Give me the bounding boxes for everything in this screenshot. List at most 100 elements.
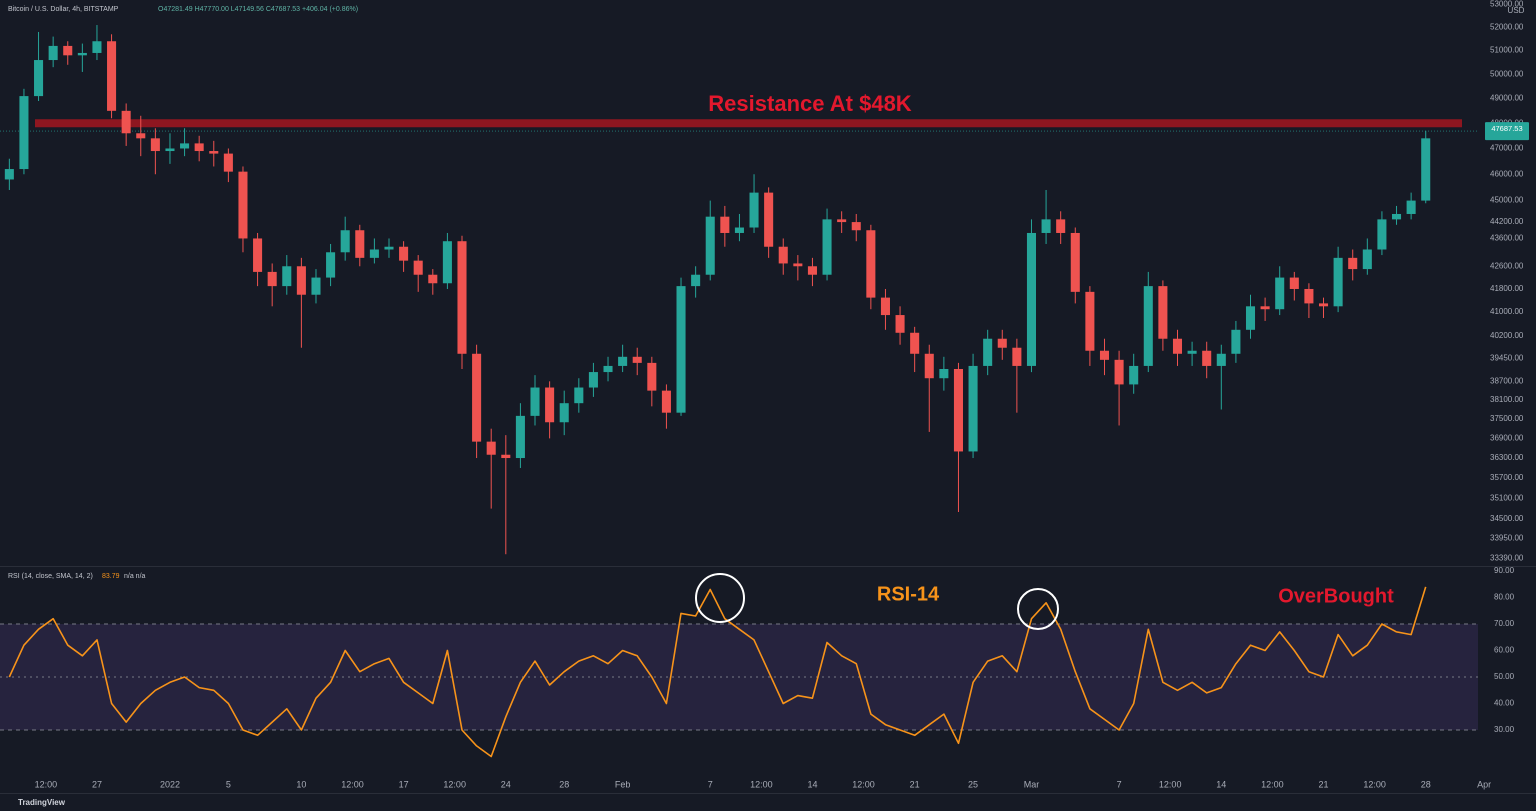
candle-body: [705, 216, 715, 275]
candle-body: [136, 133, 146, 139]
candle-body: [282, 266, 292, 287]
candle-body: [1099, 350, 1110, 360]
candle-body: [822, 219, 832, 275]
candle-body: [997, 338, 1007, 348]
candle-body: [1114, 359, 1124, 385]
candle-body: [618, 356, 628, 366]
rsi-tick-label: 50.00: [1494, 672, 1515, 681]
x-tick-label: 12:00: [443, 779, 466, 789]
x-tick-label: Apr: [1477, 779, 1491, 789]
y-tick-label: 36300.00: [1490, 453, 1524, 462]
candle-body: [1377, 219, 1387, 250]
resistance-band: [35, 119, 1462, 128]
x-tick-label: 12:00: [35, 779, 58, 789]
y-tick-label: 34500.00: [1490, 514, 1524, 523]
rsi-tick-label: 60.00: [1494, 646, 1515, 655]
candle-body: [1041, 219, 1051, 233]
candle-body: [720, 216, 730, 233]
y-tick-label: 38100.00: [1490, 395, 1524, 404]
candle-body: [340, 230, 350, 253]
x-tick-label: 10: [296, 779, 306, 789]
candle-body: [1085, 291, 1095, 351]
candle-body: [632, 356, 642, 363]
candle-body: [559, 403, 569, 423]
candle-body: [472, 353, 482, 442]
candle-body: [734, 227, 744, 233]
ohlc-values: O47281.49 H47770.00 L47149.56 C47687.53 …: [158, 6, 358, 13]
candle-body: [442, 241, 452, 284]
candle-body: [530, 387, 540, 416]
candle-body: [588, 372, 598, 388]
y-tick-label: 43600.00: [1490, 234, 1524, 243]
candle-body: [399, 246, 409, 261]
y-tick-label: 46000.00: [1490, 169, 1524, 178]
candle-body: [880, 297, 890, 316]
candle-body: [413, 260, 423, 275]
candle-body: [326, 252, 336, 278]
candle-body: [180, 143, 190, 149]
footer-brand: TradingView: [18, 798, 66, 807]
candle-body: [1391, 213, 1402, 220]
y-tick-label: 51000.00: [1490, 46, 1524, 55]
x-tick-label: 5: [226, 779, 231, 789]
y-tick-label: 52000.00: [1490, 22, 1524, 31]
candle-body: [1129, 365, 1139, 385]
candle-body: [238, 171, 248, 239]
overbought-label: OverBought: [1278, 585, 1394, 607]
highlight-circle: [695, 573, 745, 623]
candle-body: [223, 153, 233, 172]
x-tick-label: 12:00: [341, 779, 364, 789]
candle-body: [209, 151, 219, 154]
x-tick-label: Feb: [615, 779, 631, 789]
candle-body: [19, 96, 29, 170]
x-tick-label: 17: [399, 779, 409, 789]
candle-body: [165, 148, 175, 152]
x-tick-label: 7: [708, 779, 713, 789]
candle-body: [574, 387, 584, 404]
candle-body: [253, 238, 263, 272]
candle-body: [121, 110, 131, 134]
candle-body: [34, 60, 44, 97]
x-tick-label: 12:00: [852, 779, 875, 789]
rsi-line: [8, 586, 1427, 758]
x-tick-label: 25: [968, 779, 978, 789]
candle-body: [48, 45, 58, 61]
candle-body: [92, 41, 102, 53]
resistance-label: Resistance At $48K: [708, 91, 912, 116]
y-tick-label: 47000.00: [1490, 144, 1524, 153]
plot-layer: 53000.00 52000.00 51000.00 50000.00 49000.00…: [0, 0, 1529, 789]
x-tick-label: 27: [92, 779, 102, 789]
candle-body: [311, 277, 321, 295]
y-tick-label: 53000.00: [1490, 0, 1524, 9]
candle-body: [384, 246, 394, 250]
candle-body: [749, 192, 759, 228]
candle-body: [603, 365, 613, 373]
x-tick-label: 21: [1319, 779, 1329, 789]
candle-body: [1216, 353, 1226, 366]
last-price-tag: [1485, 122, 1529, 141]
rsi-tick-label: 40.00: [1494, 699, 1515, 708]
candle-body: [457, 241, 467, 354]
candle-body: [676, 286, 686, 413]
candle-body: [515, 415, 525, 459]
candle-body: [691, 274, 701, 287]
candle-body: [501, 454, 511, 459]
candle-body: [1026, 232, 1037, 366]
candle-body: [107, 41, 117, 111]
y-tick-label: 35100.00: [1490, 493, 1524, 502]
candle-body: [793, 263, 803, 267]
candle-body: [428, 274, 438, 284]
candle-body: [1362, 249, 1372, 270]
candle-body: [369, 249, 379, 258]
x-tick-label: 12:00: [1261, 779, 1284, 789]
candle-body: [1333, 257, 1343, 307]
y-tick-label: 38700.00: [1490, 376, 1524, 385]
y-tick-label: 35700.00: [1490, 473, 1524, 482]
x-tick-label: 24: [501, 779, 511, 789]
highlight-circle: [1017, 588, 1059, 630]
candle-body: [1245, 306, 1256, 330]
candle-body: [63, 45, 73, 56]
candle-body: [77, 52, 87, 56]
candle-body: [647, 362, 657, 391]
